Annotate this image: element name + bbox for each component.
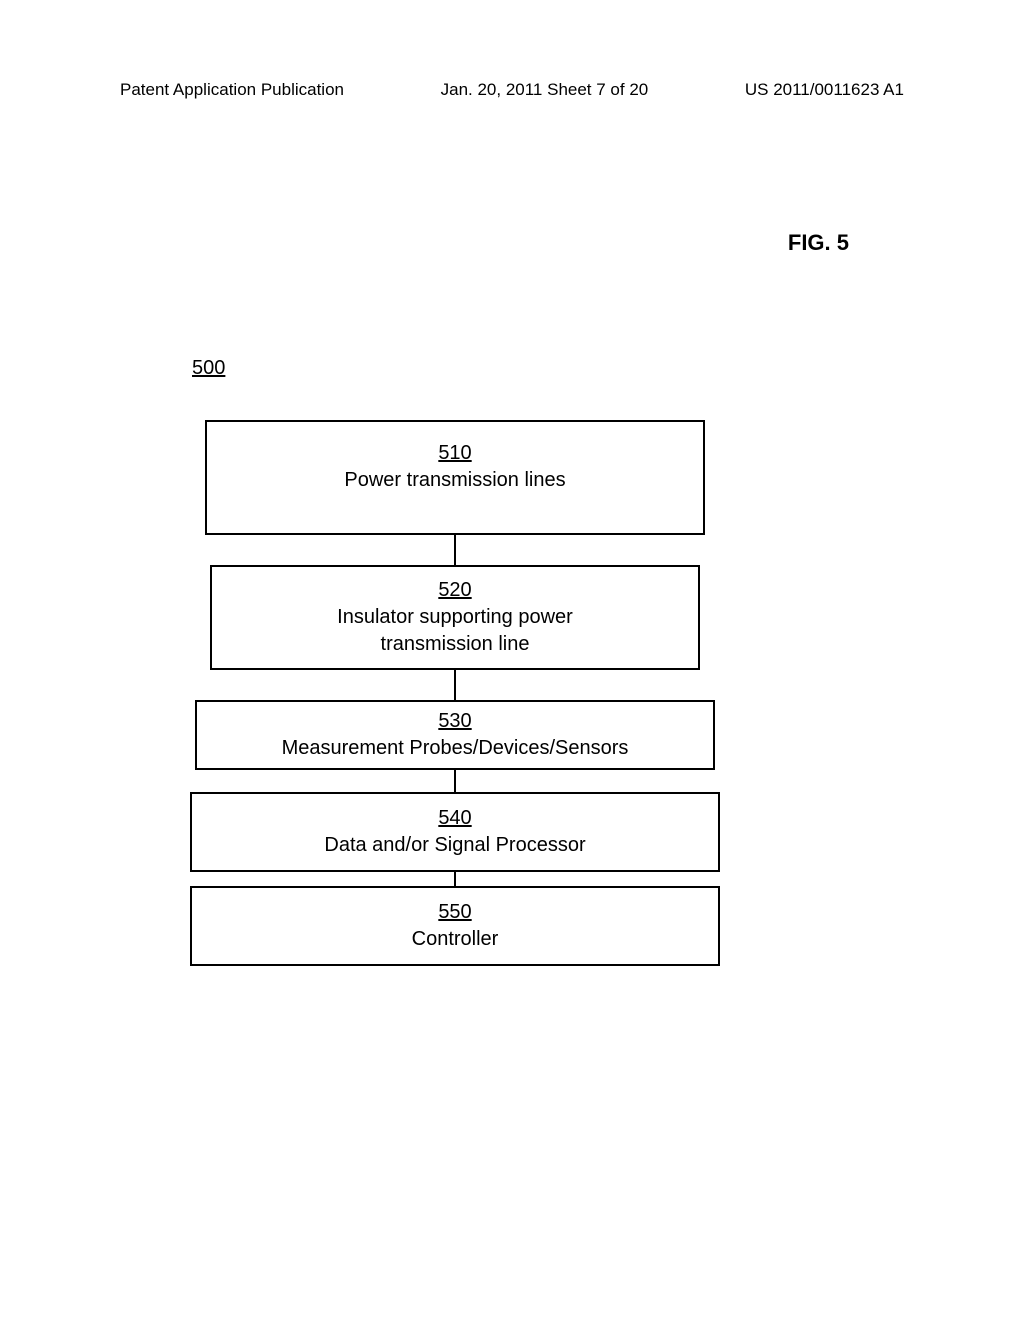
header-right: US 2011/0011623 A1 [745, 80, 904, 100]
block-540: 540 Data and/or Signal Processor [190, 792, 720, 872]
block-510-number: 510 [438, 440, 471, 467]
block-530-number: 530 [438, 708, 471, 735]
block-550-number: 550 [438, 899, 471, 926]
block-540-number: 540 [438, 805, 471, 832]
block-550-label: Controller [412, 926, 499, 953]
header-left: Patent Application Publication [120, 80, 344, 100]
system-reference-label: 500 [192, 357, 225, 380]
page-header: Patent Application Publication Jan. 20, … [0, 80, 1024, 100]
block-520-label-line1: Insulator supporting power [337, 604, 573, 631]
block-540-label: Data and/or Signal Processor [324, 832, 585, 859]
block-520-number: 520 [438, 577, 471, 604]
header-middle: Jan. 20, 2011 Sheet 7 of 20 [441, 80, 649, 100]
block-510: 510 Power transmission lines [205, 420, 705, 535]
block-530: 530 Measurement Probes/Devices/Sensors [195, 700, 715, 770]
connector-520-530 [454, 670, 456, 700]
block-530-label: Measurement Probes/Devices/Sensors [282, 735, 629, 762]
connector-530-540 [454, 770, 456, 792]
connector-510-520 [454, 535, 456, 565]
page: Patent Application Publication Jan. 20, … [0, 0, 1024, 1320]
connector-540-550 [454, 872, 456, 886]
block-550: 550 Controller [190, 886, 720, 966]
block-510-label: Power transmission lines [344, 467, 565, 494]
figure-title: FIG. 5 [788, 230, 849, 256]
block-520: 520 Insulator supporting power transmiss… [210, 565, 700, 670]
block-520-label-line2: transmission line [381, 631, 530, 658]
flowchart: 510 Power transmission lines 520 Insulat… [190, 420, 720, 966]
